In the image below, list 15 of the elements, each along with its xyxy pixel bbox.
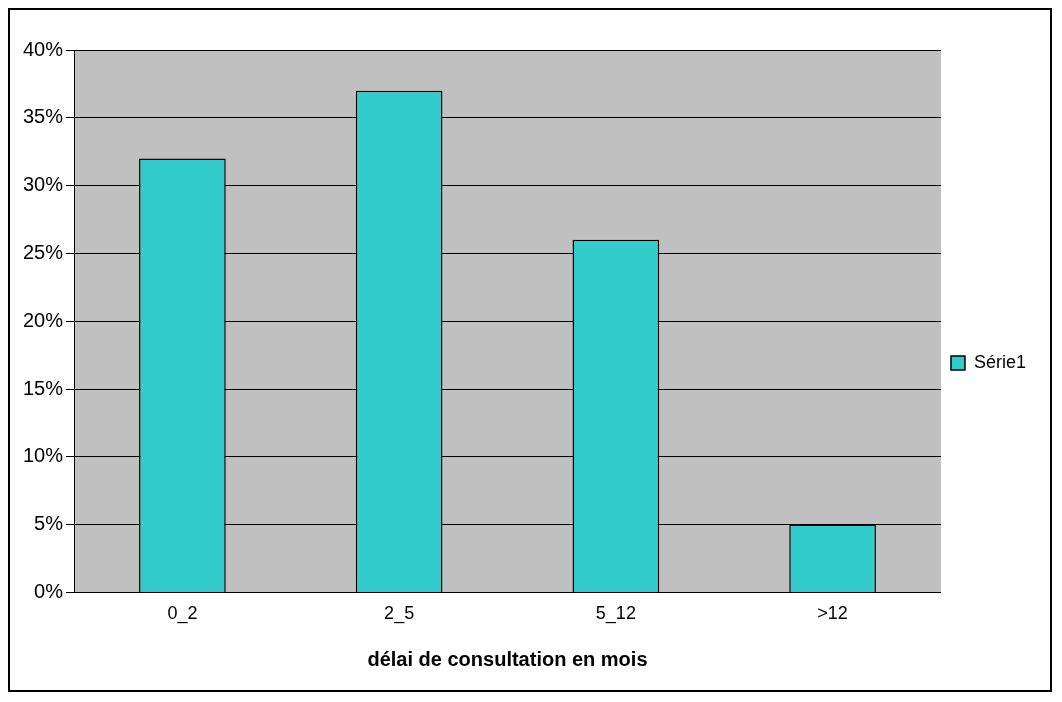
x-tick-label: 0_2 [167,603,198,625]
x-axis-title: délai de consultation en mois [367,647,648,670]
y-tick-label: 5% [34,512,64,535]
x-tick-label: >12 [817,603,848,624]
y-tick-label: 25% [23,240,64,263]
legend-label: Série1 [973,351,1026,372]
y-tick-label: 10% [23,444,64,467]
x-tick-label: 2_5 [384,603,415,625]
y-tick-label: 15% [23,376,64,399]
x-tick-label: 5_12 [595,603,636,625]
y-tick-label: 30% [23,173,64,196]
y-tick-label: 20% [23,308,64,331]
y-tick-label: 40% [23,37,64,60]
y-tick-label: 35% [23,105,64,128]
y-tick-label: 0% [34,579,64,602]
